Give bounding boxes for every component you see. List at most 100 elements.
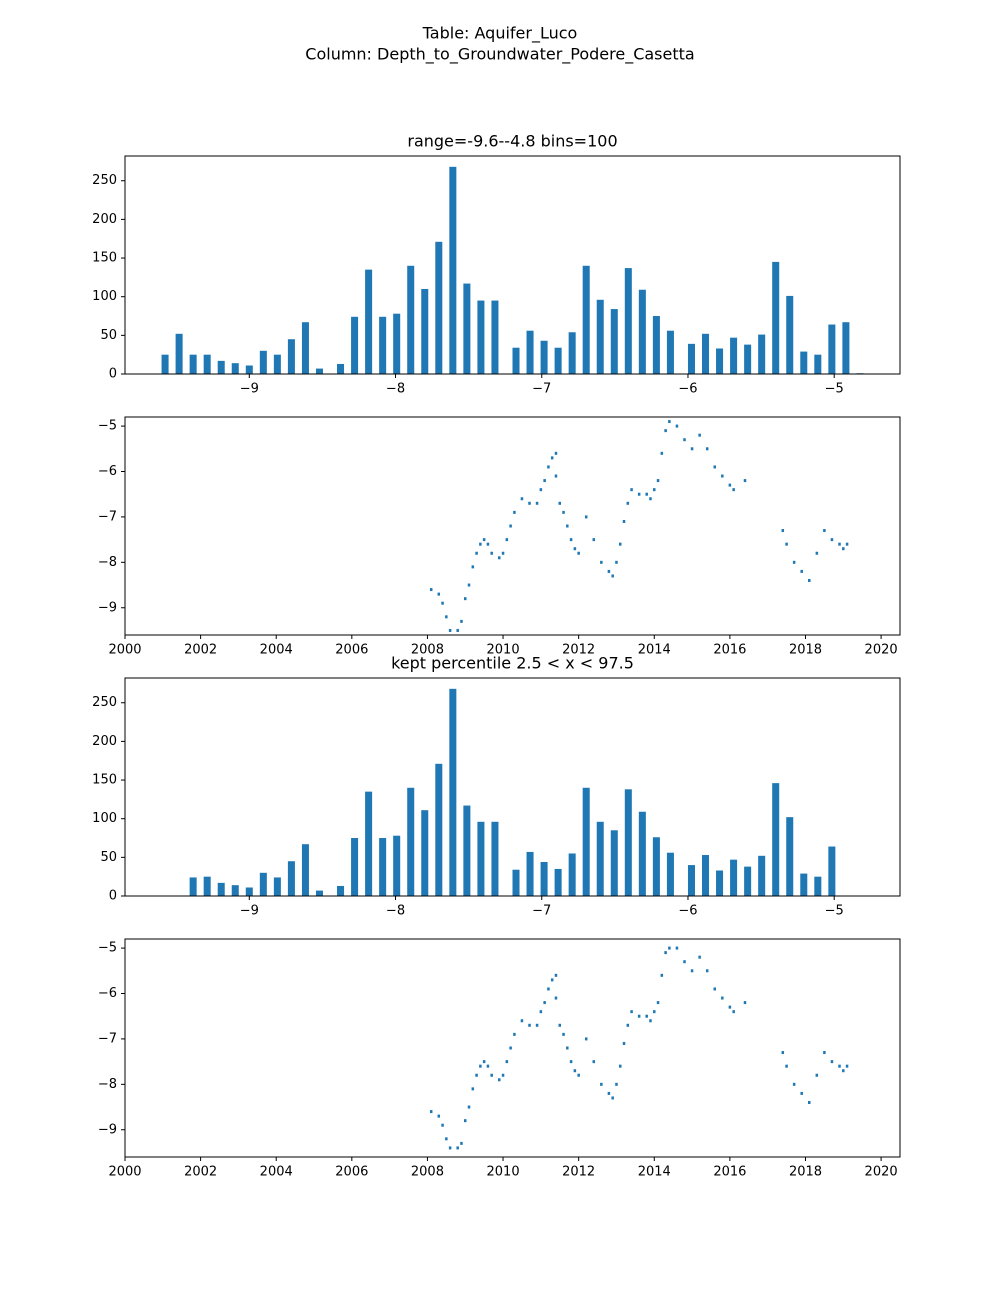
bar (231, 885, 239, 896)
point (649, 497, 652, 501)
y-tick-label: −7 (98, 1031, 117, 1046)
point (842, 1069, 845, 1073)
bar (582, 265, 590, 374)
bar (512, 347, 520, 374)
bar (716, 348, 724, 374)
point (456, 1146, 459, 1150)
point (728, 483, 732, 487)
y-tick-label: 100 (92, 811, 117, 826)
x-tick-label: 2018 (789, 643, 822, 658)
bar (828, 846, 836, 896)
point (668, 420, 671, 424)
point (505, 1060, 509, 1064)
bar (301, 844, 309, 896)
point (490, 551, 493, 555)
axes-frame (124, 416, 901, 636)
bar (365, 269, 373, 374)
point (448, 1146, 452, 1150)
x-tick-label: 2016 (713, 1165, 746, 1180)
point (445, 1137, 448, 1141)
point (429, 1110, 433, 1114)
x-tick-label: 2002 (184, 1165, 217, 1180)
bar (407, 265, 415, 374)
bar (245, 365, 253, 374)
x-tick-label: −5 (825, 904, 844, 919)
point (448, 628, 452, 632)
point (637, 1014, 641, 1018)
bar (477, 300, 485, 374)
bar (540, 340, 548, 374)
point (649, 1019, 652, 1023)
point (842, 547, 845, 551)
point (460, 619, 463, 623)
axes-title: kept percentile 2.5 < x < 97.5 (391, 654, 634, 673)
point (463, 1119, 467, 1123)
point (683, 960, 686, 964)
bar (526, 330, 534, 374)
figure-subtitle: Column: Depth_to_Groundwater_Podere_Case… (305, 45, 694, 65)
point (445, 615, 448, 619)
point (683, 438, 686, 442)
y-tick-label: 0 (109, 889, 117, 904)
bar (337, 363, 345, 374)
y-tick-label: −8 (98, 1077, 117, 1092)
point (539, 1010, 543, 1014)
point (520, 497, 524, 501)
bar (512, 869, 520, 896)
x-tick-label: 2018 (789, 1165, 822, 1180)
point (607, 569, 611, 573)
bar (245, 887, 253, 896)
point (823, 529, 826, 533)
bar (449, 688, 457, 896)
point (713, 987, 717, 991)
axes-frame (124, 938, 901, 1158)
point (479, 542, 482, 546)
x-tick-label: −5 (825, 382, 844, 397)
point (600, 560, 603, 564)
point (645, 1014, 648, 1018)
x-tick-label: −9 (240, 904, 259, 919)
point (664, 951, 667, 955)
bar (772, 261, 780, 374)
bar (666, 330, 674, 374)
point (505, 538, 509, 542)
point (626, 501, 630, 505)
x-tick-label: 2010 (487, 1165, 520, 1180)
bar (351, 316, 359, 374)
point (554, 973, 558, 977)
bar (393, 835, 401, 896)
bar (407, 787, 415, 896)
x-tick-label: −7 (532, 382, 551, 397)
x-tick-label: 2020 (865, 1165, 898, 1180)
bar (554, 347, 562, 374)
x-tick-label: 2012 (562, 643, 595, 658)
point (513, 510, 516, 514)
x-tick-label: −6 (678, 904, 697, 919)
point (721, 474, 724, 478)
bar (786, 295, 794, 374)
point (463, 597, 467, 601)
bar (449, 166, 457, 374)
bar (315, 890, 323, 896)
y-tick-label: −6 (98, 464, 117, 479)
bar (772, 783, 780, 896)
point (558, 1023, 562, 1027)
point (845, 542, 849, 546)
bar (477, 821, 485, 896)
x-tick-label: 2020 (865, 643, 898, 658)
point (498, 556, 501, 560)
point (785, 1064, 788, 1068)
point (554, 451, 558, 455)
point (792, 1082, 796, 1086)
point (705, 969, 709, 973)
x-tick-label: 2016 (713, 643, 746, 658)
point (543, 1001, 546, 1005)
bar (744, 344, 752, 374)
y-tick-label: −7 (98, 509, 117, 524)
bar (554, 868, 562, 896)
point (528, 1023, 531, 1027)
bar (259, 872, 267, 896)
point (535, 501, 539, 505)
point (721, 996, 724, 1000)
point (577, 1073, 580, 1077)
